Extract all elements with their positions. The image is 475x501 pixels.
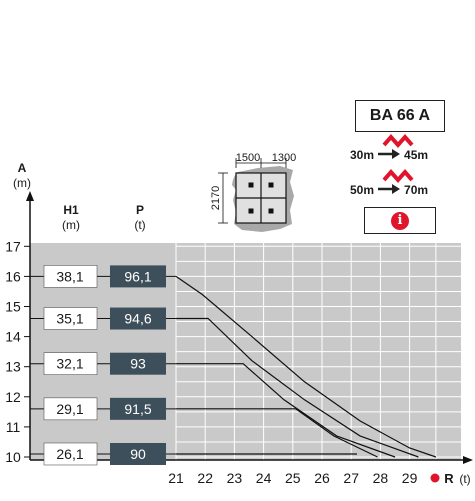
p-header: P xyxy=(136,203,144,217)
x-tick-label: 23 xyxy=(227,470,243,486)
x-axis-label: R xyxy=(444,471,454,486)
wind-warning-icon xyxy=(382,168,414,184)
h1-value: 35,1 xyxy=(56,311,83,327)
arrow-right-icon xyxy=(378,148,401,162)
h1-unit: (m) xyxy=(62,218,80,232)
arrow-right-icon xyxy=(378,183,401,197)
p-unit: (t) xyxy=(134,218,145,232)
p-value: 96,1 xyxy=(124,268,151,284)
curve-line xyxy=(176,408,378,458)
x-tick-label: 28 xyxy=(373,470,389,486)
model-label-box: BA 66 A xyxy=(355,100,445,132)
speed-from-1: 30m xyxy=(350,148,375,162)
x-tick-label: 24 xyxy=(256,470,272,486)
curve-line xyxy=(175,275,437,458)
p-value-box xyxy=(110,442,166,465)
y-tick-label: 16 xyxy=(5,268,21,284)
speed-row-1: 30m 45m xyxy=(350,148,428,162)
y-axis-unit: (m) xyxy=(13,176,31,190)
x-tick-label: 27 xyxy=(343,470,359,486)
x-tick-label: 21 xyxy=(168,470,184,486)
speed-to-1: 45m xyxy=(404,148,429,162)
h1-header: H1 xyxy=(63,203,79,217)
speed-from-2: 50m xyxy=(350,183,375,197)
p-value-box xyxy=(110,397,166,420)
y-axis-label: A xyxy=(18,161,27,175)
x-axis-arrow xyxy=(463,456,473,464)
red-dot-icon xyxy=(430,473,440,483)
y-tick-label: 17 xyxy=(5,238,21,254)
x-tick-label: 29 xyxy=(402,470,418,486)
model-label: BA 66 A xyxy=(369,107,431,124)
h1-value-box xyxy=(43,265,98,288)
p-value: 94,6 xyxy=(124,311,151,327)
base-support-pad xyxy=(268,208,274,214)
h1-value-box xyxy=(43,397,98,421)
p-value: 91,5 xyxy=(124,401,151,417)
x-tick-label: 26 xyxy=(314,470,330,486)
h1-value-box xyxy=(43,442,98,466)
y-tick-label: 15 xyxy=(5,299,21,315)
h1-value: 26,1 xyxy=(56,446,83,462)
base-support-pad xyxy=(248,208,254,214)
y-tick-label: 14 xyxy=(5,329,21,345)
x-axis-unit: (t) xyxy=(459,472,470,486)
h1-value: 29,1 xyxy=(56,401,83,417)
h1-value-box xyxy=(43,352,98,375)
base-height-label: 2170 xyxy=(210,186,222,210)
y-tick-label: 10 xyxy=(5,449,21,465)
p-value-box xyxy=(110,352,166,375)
y-tick-label: 12 xyxy=(5,389,21,405)
base-support-pad xyxy=(268,182,274,188)
p-value-box xyxy=(110,265,166,288)
x-tick-label: 22 xyxy=(197,470,213,486)
p-value-box xyxy=(110,307,166,330)
y-tick-label: 13 xyxy=(5,359,21,375)
x-tick-label: 25 xyxy=(285,470,301,486)
base-width-label: 1500 xyxy=(236,152,260,164)
info-box: i xyxy=(364,207,436,234)
info-icon: i xyxy=(391,211,409,230)
speed-row-2: 50m 70m xyxy=(350,183,428,197)
h1-value-box xyxy=(43,307,98,330)
y-tick-label: 11 xyxy=(6,419,21,435)
h1-value: 38,1 xyxy=(56,268,83,284)
wind-warning-icon xyxy=(382,133,414,149)
y-axis-arrow xyxy=(26,191,34,201)
p-value: 90 xyxy=(130,446,146,462)
base-support-pad xyxy=(248,182,254,188)
p-value: 93 xyxy=(130,356,146,372)
curve-line xyxy=(176,317,419,458)
h1-value: 32,1 xyxy=(56,356,83,372)
curve-line xyxy=(176,363,396,458)
speed-to-2: 70m xyxy=(404,183,429,197)
base-width2-label: 1300 xyxy=(272,152,296,164)
